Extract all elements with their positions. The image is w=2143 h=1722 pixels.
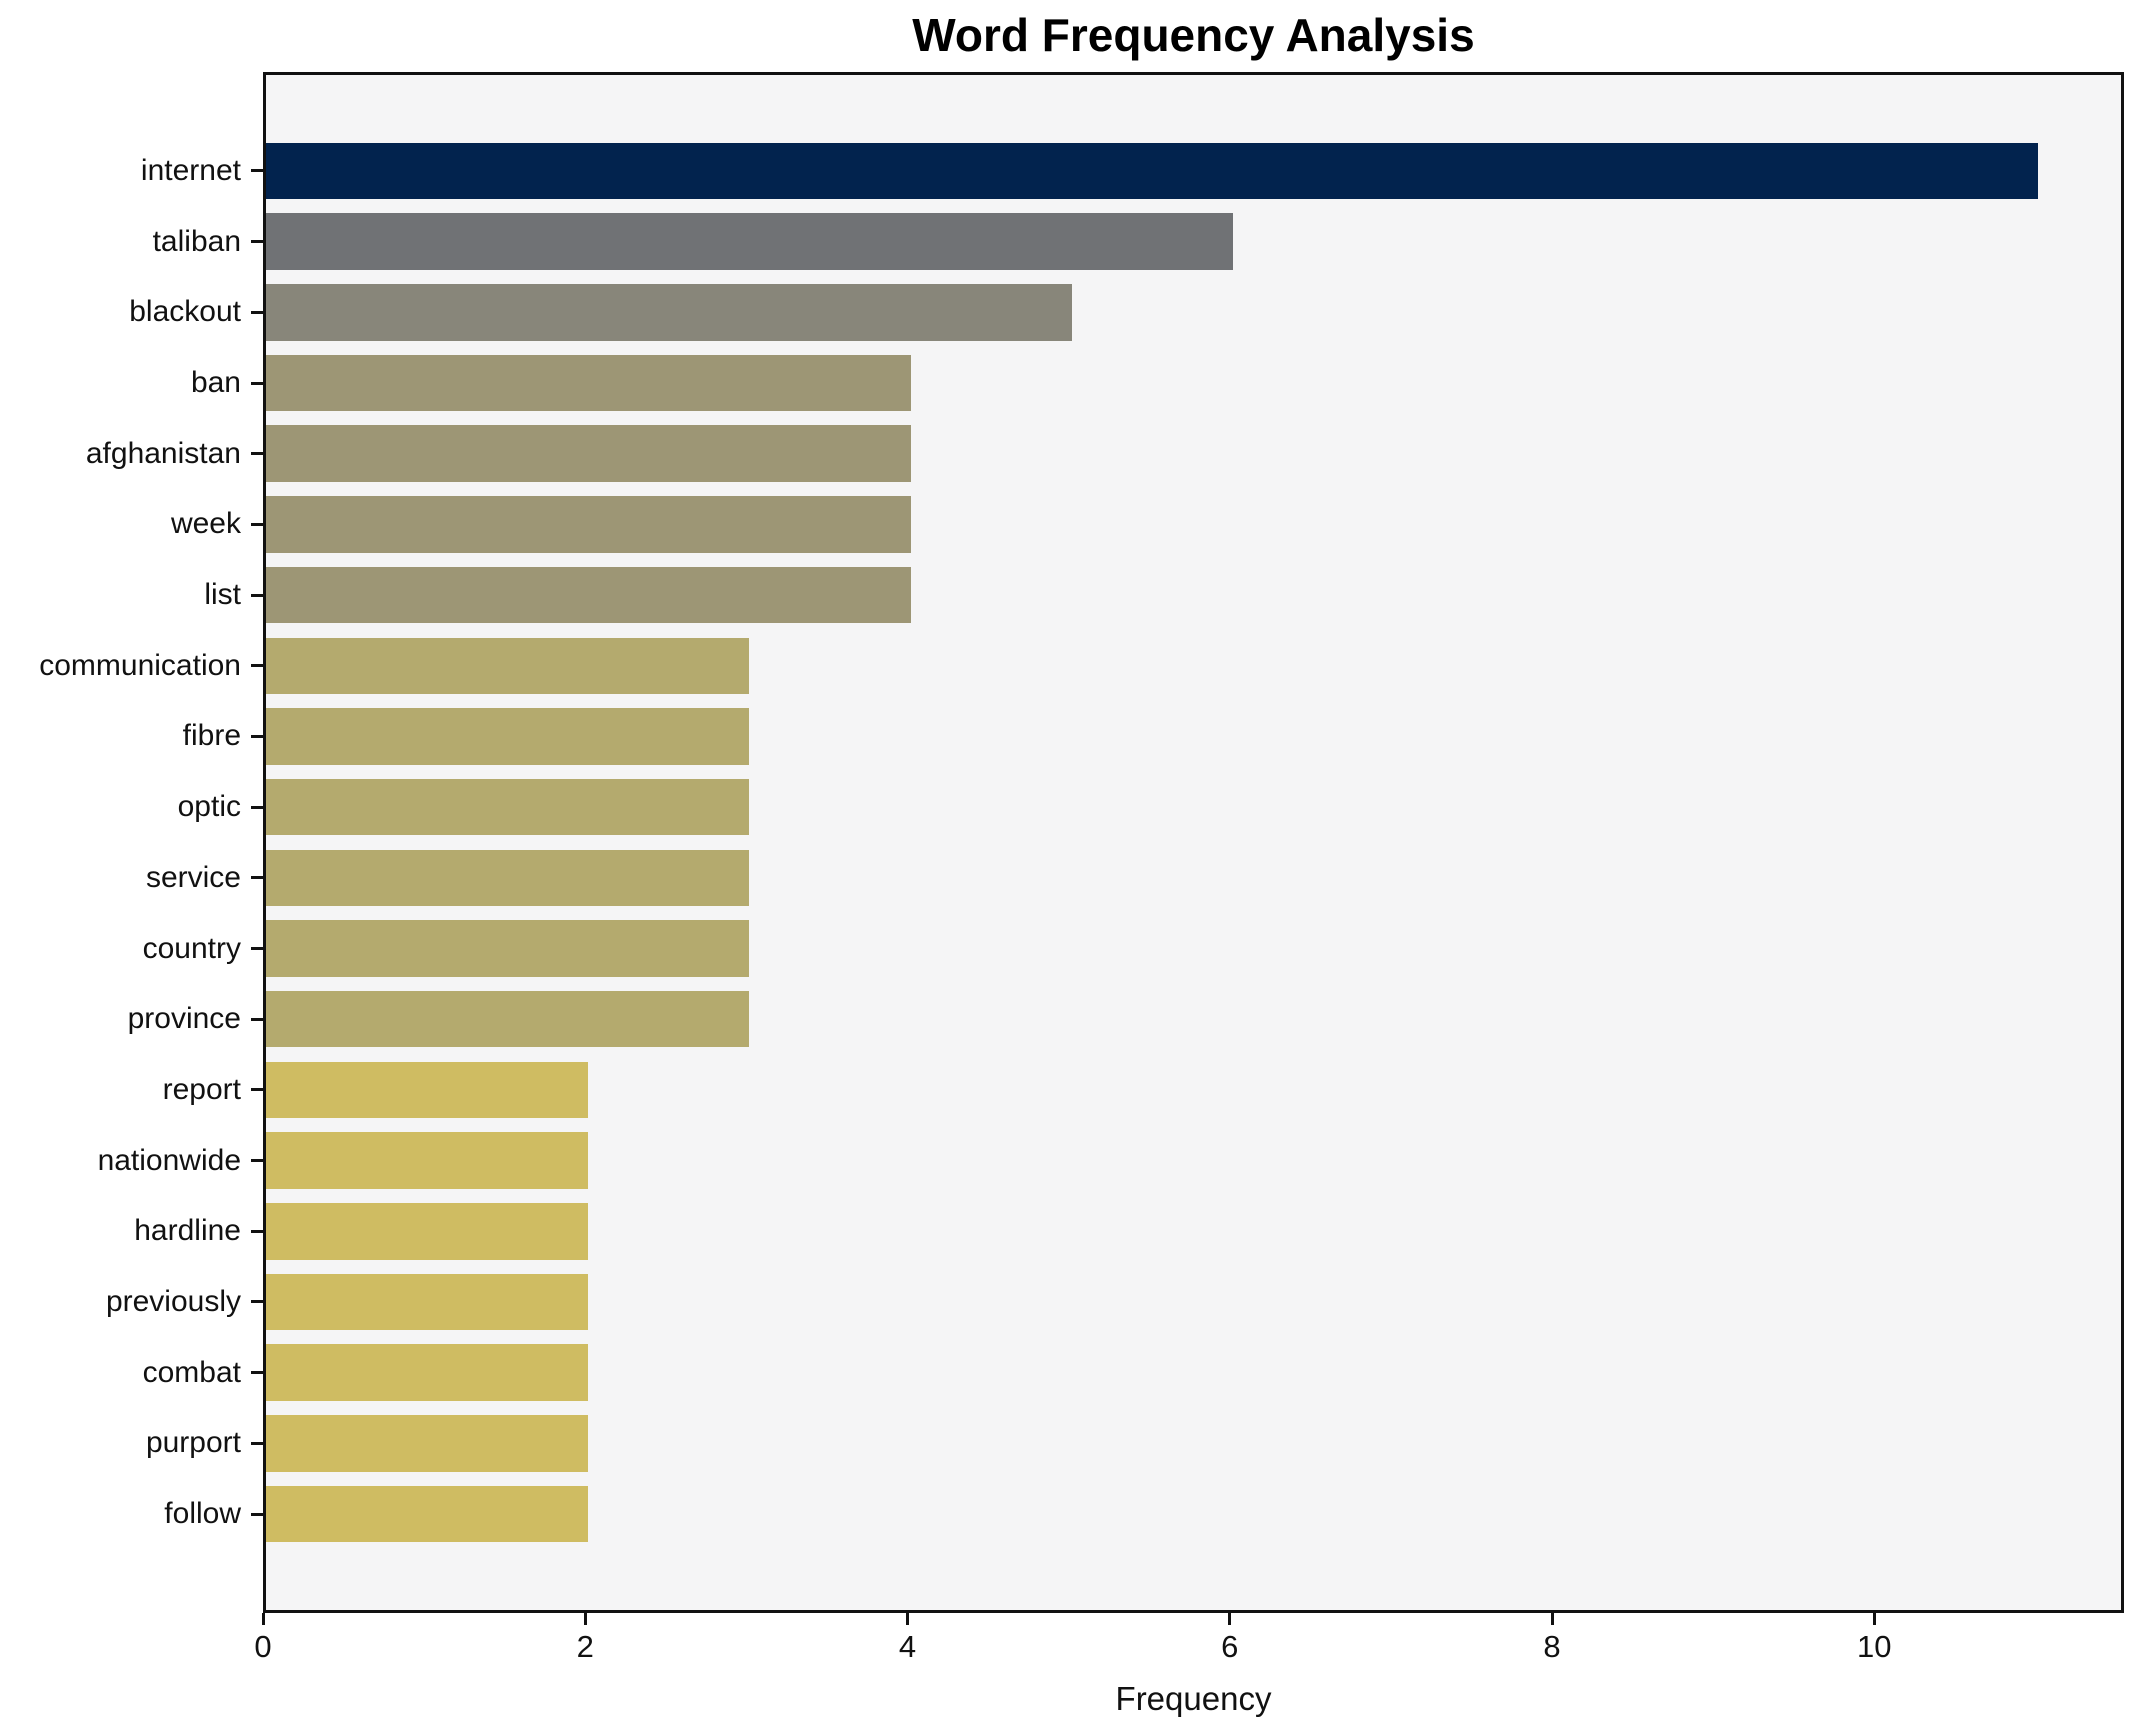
- x-tick-label-10: 10: [1857, 1629, 1892, 1664]
- bar-report: [266, 1061, 589, 1119]
- y-tick-mark: [251, 1159, 263, 1163]
- y-tick-mark: [251, 1441, 263, 1445]
- y-tick-mark: [251, 805, 263, 809]
- y-tick-label-afghanistan: afghanistan: [85, 436, 241, 470]
- bar-week: [266, 496, 911, 553]
- bar-country: [266, 920, 750, 977]
- y-tick-label-communication: communication: [39, 648, 241, 682]
- x-tick-mark: [906, 1613, 909, 1625]
- x-tick-label-8: 8: [1543, 1629, 1561, 1664]
- bar-taliban: [266, 213, 1233, 270]
- bar-list: [266, 566, 911, 624]
- x-tick-mark: [1550, 1613, 1554, 1625]
- x-tick-mark: [583, 1613, 587, 1625]
- y-tick-label-purport: purport: [145, 1426, 241, 1460]
- bar-purport: [266, 1415, 589, 1472]
- bar-combat: [266, 1344, 589, 1401]
- y-tick-label-previously: previously: [105, 1284, 241, 1318]
- bar-previously: [266, 1273, 589, 1331]
- bar-afghanistan: [266, 425, 911, 482]
- y-tick-label-week: week: [170, 507, 241, 541]
- bar-internet: [266, 142, 2039, 200]
- y-tick-mark: [251, 310, 263, 314]
- y-tick-mark: [251, 1229, 263, 1233]
- x-tick-mark: [1872, 1613, 1876, 1625]
- y-tick-label-fibre: fibre: [182, 719, 241, 753]
- bar-follow: [266, 1485, 589, 1543]
- y-tick-mark: [251, 169, 263, 173]
- x-tick-mark: [261, 1613, 265, 1625]
- y-tick-label-internet: internet: [140, 153, 241, 187]
- y-tick-label-report: report: [162, 1072, 241, 1106]
- bar-fibre: [266, 708, 750, 765]
- y-tick-mark: [251, 381, 263, 385]
- y-tick-label-service: service: [145, 860, 241, 894]
- bar-communication: [266, 637, 750, 695]
- y-tick-label-nationwide: nationwide: [97, 1143, 241, 1177]
- y-tick-mark: [251, 240, 263, 244]
- y-tick-mark: [251, 734, 263, 738]
- y-tick-mark: [251, 1088, 263, 1092]
- y-tick-mark: [251, 1512, 263, 1516]
- x-axis-title: Frequency: [1115, 1680, 1272, 1717]
- x-tick-label-6: 6: [1221, 1629, 1239, 1664]
- y-tick-label-province: province: [127, 1002, 241, 1036]
- y-tick-mark: [251, 522, 263, 526]
- y-tick-label-combat: combat: [142, 1355, 241, 1389]
- chart-title: Word Frequency Analysis: [912, 9, 1475, 61]
- y-tick-label-follow: follow: [164, 1497, 241, 1531]
- y-tick-mark: [251, 947, 263, 951]
- bar-nationwide: [266, 1132, 589, 1189]
- y-tick-label-country: country: [142, 931, 241, 965]
- y-tick-mark: [251, 664, 263, 668]
- bar-optic: [266, 778, 750, 836]
- bar-province: [266, 990, 750, 1048]
- y-tick-mark: [251, 1371, 263, 1375]
- y-tick-label-hardline: hardline: [134, 1214, 241, 1248]
- y-tick-mark: [251, 452, 263, 456]
- y-tick-label-list: list: [204, 578, 241, 612]
- x-tick-label-2: 2: [576, 1629, 594, 1664]
- x-tick-mark: [1228, 1613, 1232, 1625]
- y-tick-mark: [251, 1300, 263, 1304]
- y-tick-mark: [251, 1017, 263, 1021]
- y-tick-label-blackout: blackout: [129, 295, 241, 329]
- y-tick-label-taliban: taliban: [152, 224, 241, 258]
- x-tick-label-0: 0: [254, 1629, 272, 1664]
- bar-hardline: [266, 1203, 589, 1260]
- bar-service: [266, 849, 750, 907]
- x-tick-label-4: 4: [898, 1629, 917, 1664]
- bar-ban: [266, 354, 911, 412]
- y-tick-label-optic: optic: [177, 790, 241, 824]
- bar-blackout: [266, 284, 1072, 341]
- y-tick-label-ban: ban: [190, 366, 241, 400]
- plot-area: [263, 72, 2124, 1613]
- y-tick-mark: [251, 876, 263, 880]
- y-tick-mark: [251, 593, 263, 597]
